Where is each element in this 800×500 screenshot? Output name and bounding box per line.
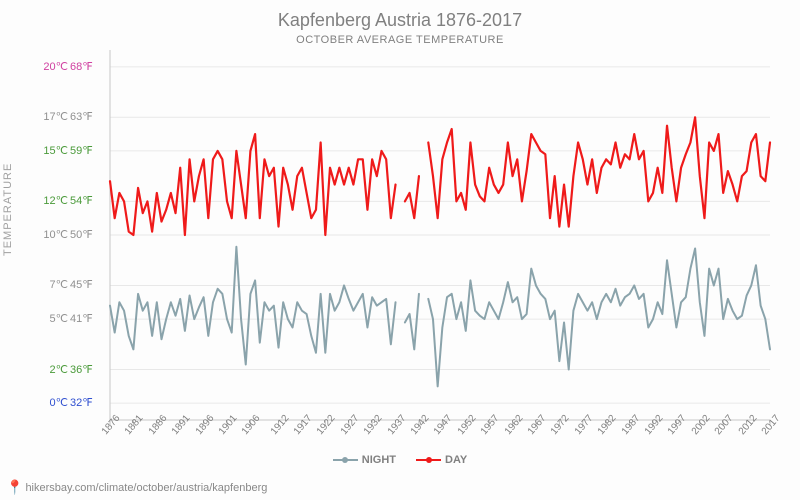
ytick-c: 5℃: [18, 312, 68, 325]
ytick-c: 7℃: [18, 278, 68, 291]
legend-item: DAY: [416, 454, 467, 466]
ytick-c: 17℃: [18, 110, 68, 123]
ytick-c: 2℃: [18, 363, 68, 376]
legend: NIGHT DAY: [0, 452, 800, 466]
ytick-f: 32℉: [70, 396, 110, 409]
ytick-c: 15℃: [18, 144, 68, 157]
ytick-c: 20℃: [18, 60, 68, 73]
ytick-f: 50℉: [70, 228, 110, 241]
ytick-f: 54℉: [70, 194, 110, 207]
legend-item: NIGHT: [333, 454, 396, 466]
ytick-f: 63℉: [70, 110, 110, 123]
ytick-f: 45℉: [70, 278, 110, 291]
legend-line: [416, 459, 441, 461]
ytick-f: 68℉: [70, 60, 110, 73]
ytick-c: 12℃: [18, 194, 68, 207]
pin-icon: 📍: [6, 479, 23, 496]
ytick-f: 41℉: [70, 312, 110, 325]
chart-container: Kapfenberg Austria 1876-2017 OCTOBER AVE…: [0, 0, 800, 500]
attribution: 📍 hikersbay.com/climate/october/austria/…: [6, 479, 267, 496]
ytick-c: 10℃: [18, 228, 68, 241]
ytick-c: 0℃: [18, 396, 68, 409]
attribution-text: hikersbay.com/climate/october/austria/ka…: [25, 482, 267, 494]
legend-marker: [426, 457, 432, 463]
legend-label: DAY: [445, 454, 467, 466]
legend-line: [333, 459, 358, 461]
ytick-f: 59℉: [70, 144, 110, 157]
legend-label: NIGHT: [362, 454, 396, 466]
ytick-f: 36℉: [70, 363, 110, 376]
legend-marker: [342, 457, 348, 463]
